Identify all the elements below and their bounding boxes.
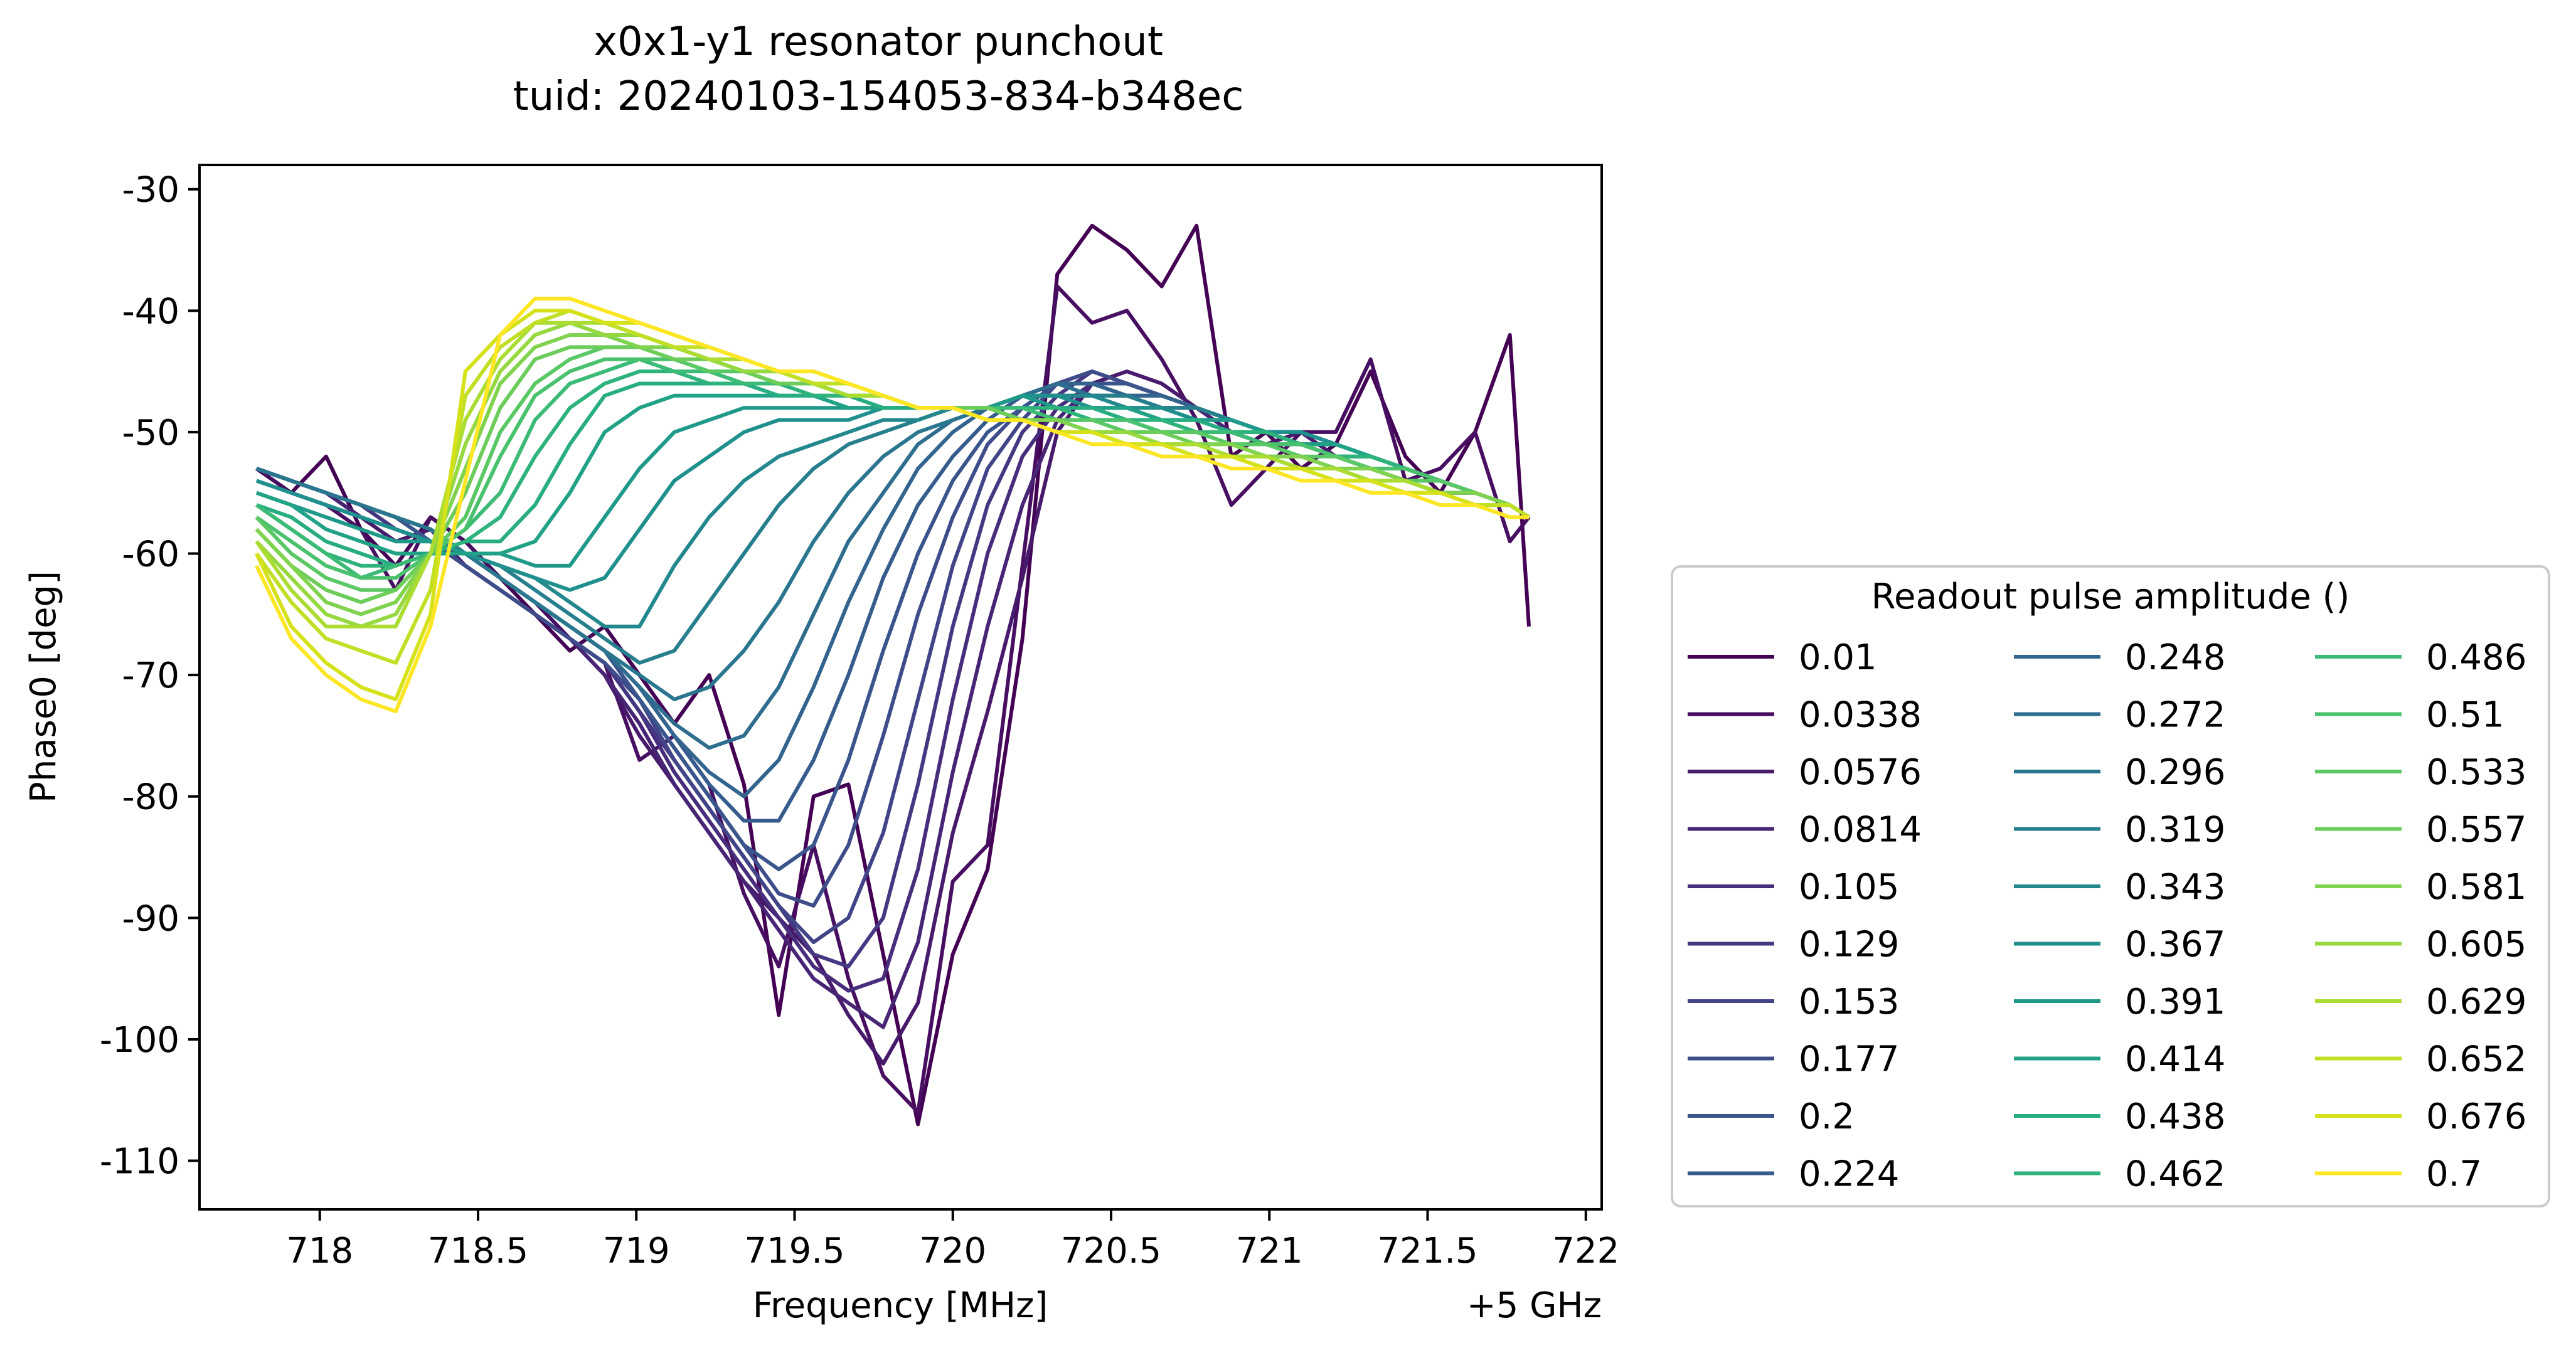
legend-label-23: 0.557 [2426, 810, 2526, 851]
legend-label-25: 0.605 [2426, 925, 2526, 965]
y-tick-label-4: -70 [122, 655, 179, 696]
y-tick-label-2: -50 [122, 413, 179, 454]
x-tick-label-6: 721 [1236, 1231, 1303, 1271]
legend-frame [1671, 565, 2550, 1207]
legend-label-13: 0.319 [2125, 810, 2225, 851]
x-tick-label-3: 719.5 [744, 1231, 844, 1271]
y-axis: -30 -40 -50 -60 -70 -80 -90 -100 -110 [100, 170, 200, 1182]
legend-label-2: 0.0576 [1799, 752, 1922, 793]
x-axis-offset-label: +5 GHz [1467, 1285, 1602, 1326]
legend-label-3: 0.0814 [1799, 810, 1922, 851]
legend-label-10: 0.248 [2125, 637, 2225, 678]
chart-subtitle: tuid: 20240103-154053-834-b348ec [513, 73, 1244, 120]
y-tick-label-8: -110 [100, 1142, 179, 1182]
legend-label-8: 0.2 [1799, 1096, 1855, 1137]
x-tick-label-1: 718.5 [428, 1231, 528, 1271]
legend-label-11: 0.272 [2125, 695, 2225, 736]
chart-title: x0x1-y1 resonator punchout [593, 19, 1163, 65]
legend-label-14: 0.343 [2125, 867, 2225, 908]
legend-label-15: 0.367 [2125, 925, 2225, 965]
legend-label-0: 0.01 [1799, 637, 1877, 678]
y-tick-label-5: -80 [122, 777, 179, 818]
legend-label-24: 0.581 [2426, 867, 2526, 908]
y-tick-label-1: -40 [122, 291, 179, 332]
legend-label-6: 0.153 [1799, 982, 1899, 1022]
x-axis-label: Frequency [MHz] [753, 1285, 1048, 1326]
legend-label-1: 0.0338 [1799, 695, 1922, 736]
x-tick-label-5: 720.5 [1061, 1231, 1161, 1271]
x-tick-label-0: 718 [286, 1231, 353, 1271]
y-tick-label-7: -100 [100, 1020, 179, 1061]
legend-label-29: 0.7 [2426, 1154, 2482, 1195]
legend-label-5: 0.129 [1799, 925, 1899, 965]
legend-label-18: 0.438 [2125, 1096, 2225, 1137]
legend-label-26: 0.629 [2426, 982, 2526, 1022]
y-tick-label-3: -60 [122, 534, 179, 575]
legend-label-28: 0.676 [2426, 1096, 2526, 1137]
y-tick-label-0: -30 [122, 170, 179, 211]
legend-label-9: 0.224 [1799, 1154, 1899, 1195]
series-line-1 [255, 284, 1531, 1115]
legend-label-22: 0.533 [2426, 752, 2526, 793]
legend-label-7: 0.177 [1799, 1039, 1899, 1080]
legend-label-19: 0.462 [2125, 1154, 2225, 1195]
y-axis-label: Phase0 [deg] [23, 571, 64, 803]
x-tick-label-2: 719 [603, 1231, 670, 1271]
legend-label-17: 0.414 [2125, 1039, 2225, 1080]
legend-items: 0.01 0.0338 0.0576 0.0814 0.105 0.129 0.153 0.1… [1688, 637, 2526, 1195]
x-tick-label-7: 721.5 [1377, 1231, 1477, 1271]
legend-label-4: 0.105 [1799, 867, 1899, 908]
x-tick-label-8: 722 [1552, 1231, 1619, 1271]
plot-frame [198, 164, 1603, 1211]
legend-label-27: 0.652 [2426, 1039, 2526, 1080]
series-layer [255, 223, 1531, 1127]
legend-label-21: 0.51 [2426, 695, 2504, 736]
legend-label-16: 0.391 [2125, 982, 2225, 1022]
x-axis: 718 718.5 719 719.5 720 720.5 721 721.5 722 [286, 1209, 1619, 1271]
legend-label-20: 0.486 [2426, 637, 2526, 678]
x-tick-label-4: 720 [919, 1231, 986, 1271]
legend: Readout pulse amplitude () 0.010.03380.0… [1671, 565, 2550, 1207]
series-line-29 [255, 297, 1529, 714]
legend-label-12: 0.296 [2125, 752, 2225, 793]
legend-title: Readout pulse amplitude () [1871, 576, 2350, 617]
y-tick-label-6: -90 [122, 898, 179, 939]
